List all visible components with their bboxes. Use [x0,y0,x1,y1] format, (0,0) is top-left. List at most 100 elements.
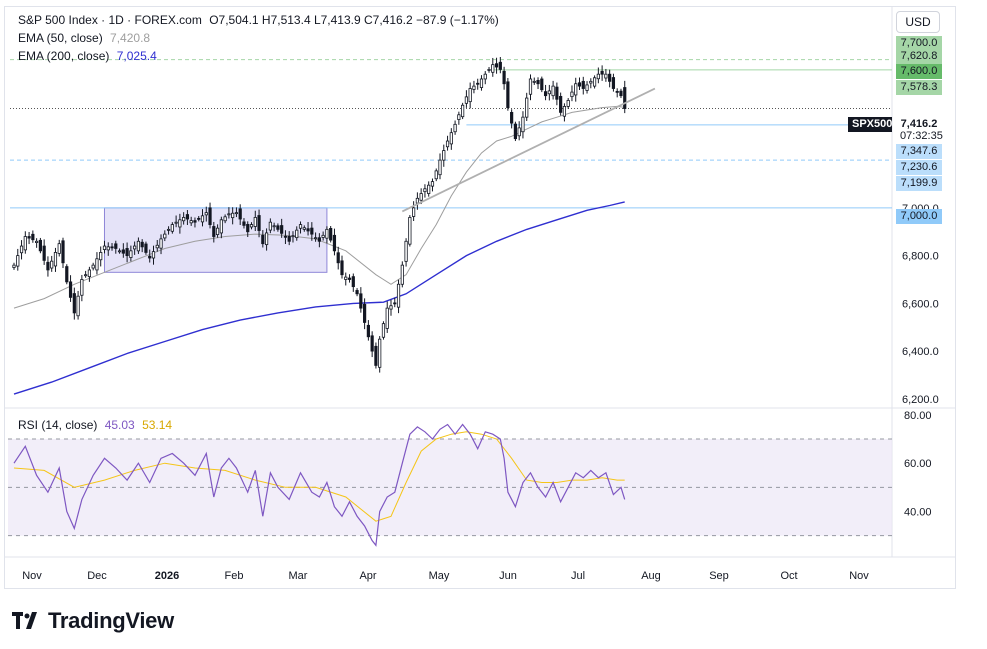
candle[interactable] [513,123,518,140]
candle[interactable] [166,228,171,231]
candle[interactable] [276,225,280,230]
candle[interactable] [528,78,533,95]
candle[interactable] [84,274,88,277]
candle[interactable] [464,96,469,104]
candle[interactable] [133,245,137,250]
candle[interactable] [608,73,612,82]
candle[interactable] [174,221,178,224]
candle[interactable] [623,87,627,109]
candle[interactable] [129,250,133,258]
candle[interactable] [551,85,555,97]
ema200-legend[interactable]: EMA (200, close) 7,025.4 [18,49,161,63]
candle[interactable] [517,127,521,137]
candle[interactable] [536,80,540,85]
candle[interactable] [585,84,589,91]
ema50-line[interactable] [13,105,625,309]
candle[interactable] [257,215,261,231]
candle[interactable] [144,243,148,253]
candle[interactable] [302,227,306,230]
candle[interactable] [99,252,103,261]
candle[interactable] [287,235,291,242]
candle[interactable] [155,244,159,249]
candle[interactable] [615,90,619,93]
candle[interactable] [65,266,69,283]
candle[interactable] [547,90,551,95]
rsi-legend[interactable]: RSI (14, close) 45.03 53.14 [18,418,176,432]
candle[interactable] [423,188,427,193]
candle[interactable] [110,246,114,249]
candle[interactable] [408,217,412,245]
candle[interactable] [577,82,582,87]
candle[interactable] [543,91,548,97]
candle[interactable] [231,212,235,219]
candle[interactable] [502,70,506,85]
candle[interactable] [347,277,352,280]
candle[interactable] [359,293,363,309]
candle[interactable] [378,338,382,368]
candle[interactable] [178,219,182,228]
candle[interactable] [532,80,536,83]
candle[interactable] [589,80,593,84]
rsi-ma-line[interactable] [13,431,625,522]
candle[interactable] [472,85,476,90]
candle[interactable] [434,170,438,180]
candle[interactable] [295,229,299,239]
candle[interactable] [370,335,374,352]
candle[interactable] [596,73,600,80]
candle[interactable] [117,250,122,253]
ema200-line[interactable] [13,201,625,395]
candle[interactable] [102,245,107,250]
candle[interactable] [234,212,239,215]
candle[interactable] [72,293,76,314]
candle[interactable] [419,193,423,201]
candle[interactable] [200,215,205,223]
candle[interactable] [491,64,495,73]
candle[interactable] [140,241,144,248]
candle[interactable] [53,252,58,267]
candle[interactable] [182,217,186,222]
candle[interactable] [468,88,472,103]
candle[interactable] [148,255,152,259]
candle[interactable] [31,233,35,241]
candle[interactable] [521,116,525,133]
candle[interactable] [125,248,129,257]
tradingview-logo[interactable]: TradingView [12,608,174,634]
candle[interactable] [219,219,223,234]
candle[interactable] [68,281,73,298]
candle[interactable] [50,260,54,269]
candle[interactable] [23,236,27,251]
candle[interactable] [261,234,265,245]
candle[interactable] [170,224,174,232]
candle[interactable] [114,243,118,249]
currency-button[interactable]: USD [896,11,940,33]
candle[interactable] [185,214,190,220]
candle[interactable] [381,323,386,338]
candle[interactable] [442,150,446,161]
candle[interactable] [559,95,563,113]
candle[interactable] [494,63,499,68]
candle[interactable] [510,111,514,124]
candle[interactable] [283,235,288,238]
candle[interactable] [197,217,201,220]
candle[interactable] [619,90,623,97]
ema50-legend[interactable]: EMA (50, close) 7,420.8 [18,31,154,45]
candle[interactable] [291,235,295,238]
candle[interactable] [611,77,616,89]
candle[interactable] [321,234,325,238]
candle[interactable] [412,207,416,217]
candle[interactable] [445,140,450,148]
candle[interactable] [427,184,431,194]
candle[interactable] [193,220,197,223]
candle[interactable] [363,303,367,323]
candle[interactable] [298,224,303,229]
candle[interactable] [483,73,487,80]
candle[interactable] [566,100,570,107]
candle[interactable] [310,227,314,235]
candle[interactable] [12,264,16,268]
candle[interactable] [16,255,20,267]
candle[interactable] [570,91,574,98]
candle[interactable] [393,302,397,305]
candle[interactable] [38,239,42,252]
candle[interactable] [498,61,502,70]
